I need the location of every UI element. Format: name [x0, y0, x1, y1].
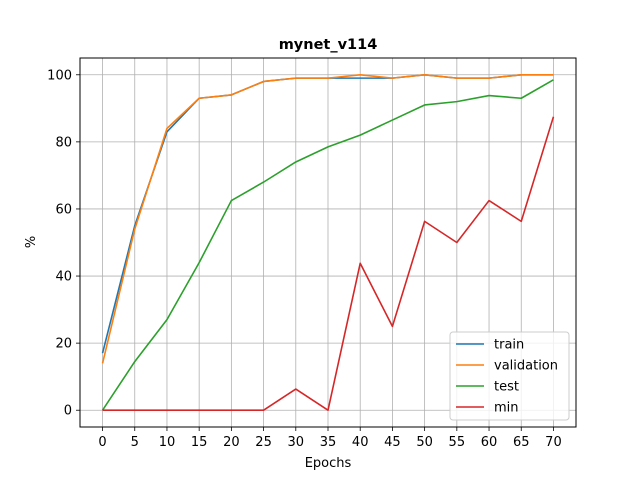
legend-box	[449, 331, 570, 421]
series-line-test	[101, 79, 554, 411]
legend-label-validation: validation	[494, 359, 558, 374]
x-tick-label: 25	[255, 435, 272, 450]
legend: train validation test min	[449, 331, 570, 421]
legend-label-min: min	[494, 401, 519, 416]
ticks: 0 5 10 15 20 25 30 35 40 45 50 55 60 65 70 0 20 40 60 80 100	[47, 68, 562, 450]
x-tick-label: 10	[159, 435, 176, 450]
x-tick-label: 20	[223, 435, 240, 450]
x-tick-label: 55	[449, 435, 466, 450]
y-tick-label: 0	[64, 404, 72, 419]
x-tick-label: 15	[191, 435, 208, 450]
x-axis-label: Epochs	[305, 456, 352, 471]
y-tick-label: 100	[47, 68, 72, 83]
y-tick-label: 40	[55, 270, 72, 285]
legend-label-test: test	[494, 380, 519, 395]
series-layer	[101, 73, 555, 412]
x-tick-label: 40	[352, 435, 369, 450]
x-tick-label: 0	[98, 435, 106, 450]
y-axis-label: %	[24, 236, 39, 248]
series-line-validation	[101, 73, 554, 364]
x-tick-label: 50	[416, 435, 433, 450]
x-tick-label: 60	[481, 435, 498, 450]
x-tick-label: 35	[320, 435, 337, 450]
series-line-min	[102, 116, 555, 412]
legend-label-train: train	[494, 338, 524, 353]
x-tick-label: 45	[384, 435, 401, 450]
chart-title: mynet_v114	[279, 37, 378, 53]
y-tick-label: 80	[55, 135, 72, 150]
y-tick-label: 60	[55, 202, 72, 217]
x-tick-label: 5	[131, 435, 139, 450]
x-tick-label: 30	[288, 435, 305, 450]
grid	[80, 58, 576, 427]
x-tick-label: 70	[545, 435, 562, 450]
x-tick-label: 65	[513, 435, 530, 450]
y-tick-label: 20	[55, 337, 72, 352]
